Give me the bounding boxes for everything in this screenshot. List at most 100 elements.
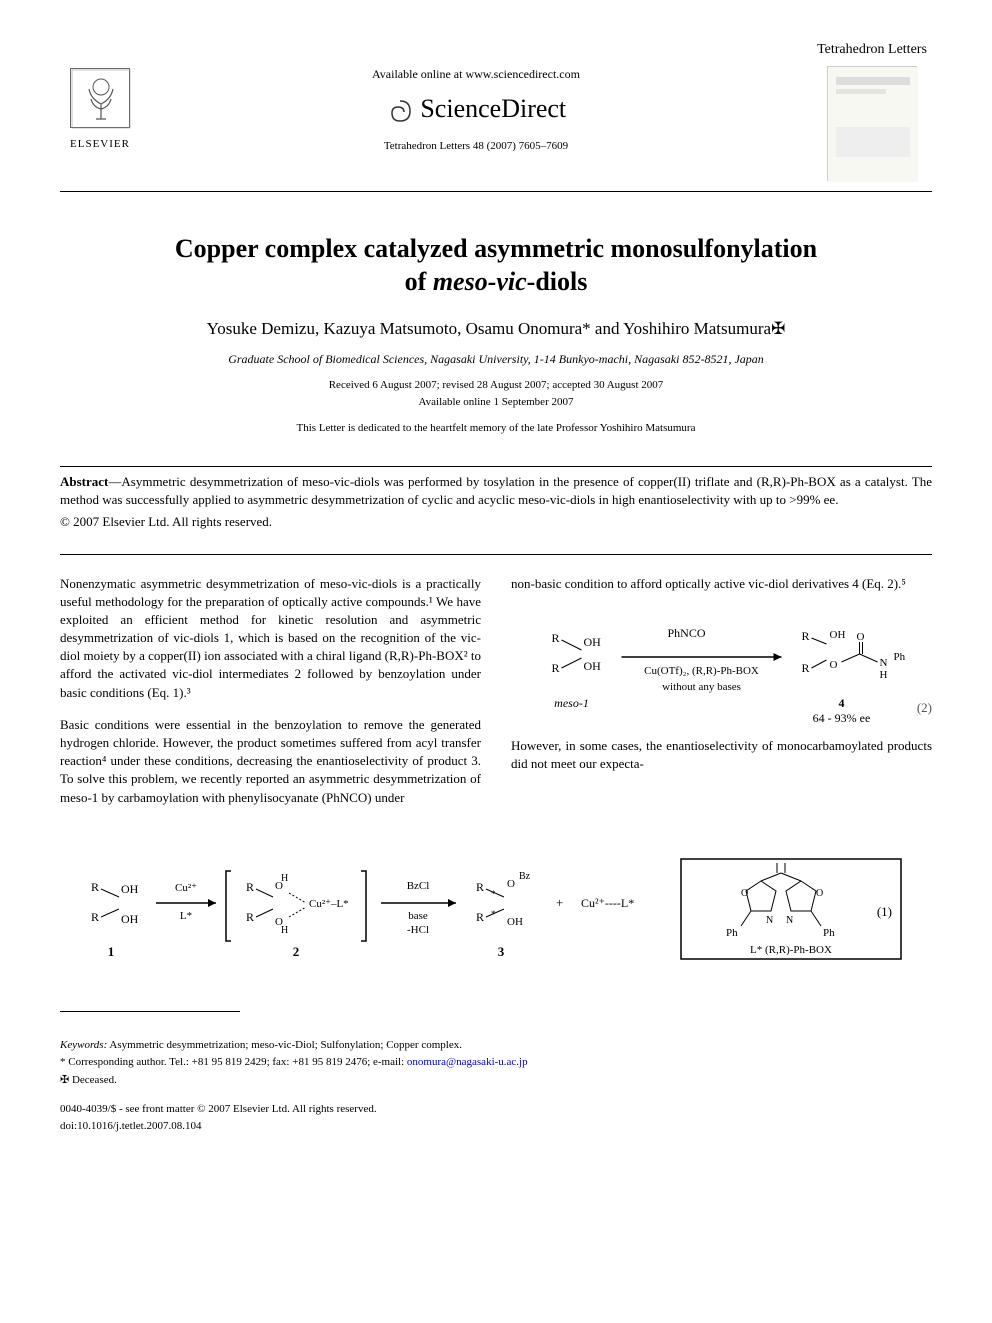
elsevier-tree-icon <box>70 68 130 128</box>
sciencedirect-block: Available online at www.sciencedirect.co… <box>140 66 812 155</box>
footnote-divider <box>60 1011 240 1012</box>
front-matter: 0040-4039/$ - see front matter © 2007 El… <box>60 1102 932 1117</box>
svg-text:base: base <box>408 910 428 922</box>
svg-text:N: N <box>880 657 888 669</box>
journal-header: ELSEVIER Available online at www.science… <box>60 40 932 181</box>
svg-text:N: N <box>786 915 793 926</box>
authors: Yosuke Demizu, Kazuya Matsumoto, Osamu O… <box>60 317 932 341</box>
article-title: Copper complex catalyzed asymmetric mono… <box>60 232 932 300</box>
svg-text:Cu²⁺–L*: Cu²⁺–L* <box>309 898 349 910</box>
svg-text:R: R <box>91 910 99 924</box>
svg-text:R: R <box>552 631 560 645</box>
sciencedirect-text: ScienceDirect <box>420 94 566 123</box>
svg-text:O: O <box>816 888 823 899</box>
citation-line: Tetrahedron Letters 48 (2007) 7605–7609 <box>140 139 812 154</box>
available-online-text: Available online at www.sciencedirect.co… <box>140 66 812 83</box>
svg-text:meso-1: meso-1 <box>554 696 589 710</box>
doi-block: 0040-4039/$ - see front matter © 2007 El… <box>60 1102 932 1135</box>
svg-text:BzCl: BzCl <box>407 880 430 892</box>
svg-text:O: O <box>857 631 865 643</box>
svg-text:4: 4 <box>839 696 845 710</box>
svg-text:PhNCO: PhNCO <box>667 626 705 640</box>
title-line1: Copper complex catalyzed asymmetric mono… <box>175 234 817 263</box>
svg-text:H: H <box>880 669 888 681</box>
eq2-number: (2) <box>917 699 932 717</box>
svg-text:1: 1 <box>108 944 115 959</box>
doi: doi:10.1016/j.tetlet.2007.08.104 <box>60 1119 932 1134</box>
svg-text:R: R <box>476 910 484 924</box>
svg-text:H: H <box>281 925 288 936</box>
corresponding-author: * Corresponding author. Tel.: +81 95 819… <box>60 1055 932 1070</box>
svg-text:OH: OH <box>507 916 523 928</box>
svg-text:*: * <box>491 889 496 899</box>
scheme-eq1: R OH R OH 1 Cu²⁺ L* R O R O H H Cu²⁺–L* <box>60 841 932 981</box>
body-left-p1: Nonenzymatic asymmetric desymmetrization… <box>60 575 481 702</box>
corresponding-email[interactable]: onomura@nagasaki-u.ac.jp <box>407 1056 528 1068</box>
journal-cover-thumbnail <box>827 66 917 181</box>
svg-text:L* (R,R)-Ph-BOX: L* (R,R)-Ph-BOX <box>750 944 832 956</box>
footer: Keywords: Asymmetric desymmetrization; m… <box>60 1032 932 1135</box>
journal-name: Tetrahedron Letters <box>812 40 932 60</box>
svg-text:R: R <box>246 880 254 894</box>
body-columns: Nonenzymatic asymmetric desymmetrization… <box>60 575 932 821</box>
svg-text:3: 3 <box>498 944 505 959</box>
svg-text:O: O <box>830 659 838 671</box>
svg-text:Ph: Ph <box>726 927 738 939</box>
dedication: This Letter is dedicated to the heartfel… <box>60 421 932 436</box>
right-column: non-basic condition to afford optically … <box>511 575 932 821</box>
divider <box>60 191 932 192</box>
journal-name-box: Tetrahedron Letters <box>812 40 932 181</box>
body-right-p1: non-basic condition to afford optically … <box>511 575 932 593</box>
svg-text:R: R <box>552 661 560 675</box>
svg-text:Ph: Ph <box>823 927 835 939</box>
dates-line1: Received 6 August 2007; revised 28 Augus… <box>60 378 932 393</box>
elsevier-label: ELSEVIER <box>60 137 140 152</box>
svg-text:+: + <box>556 895 563 910</box>
keywords-text: Asymmetric desymmetrization; meso-vic-Di… <box>107 1039 462 1051</box>
corresponding-label: * Corresponding author. Tel.: +81 95 819… <box>60 1056 407 1068</box>
svg-text:OH: OH <box>584 635 602 649</box>
dates-line2: Available online 1 September 2007 <box>60 395 932 410</box>
svg-text:Cu²⁺: Cu²⁺ <box>175 882 197 894</box>
keywords-label: Keywords: <box>60 1039 107 1051</box>
svg-text:OH: OH <box>584 659 602 673</box>
svg-text:R: R <box>91 880 99 894</box>
title-line2-suffix: -diols <box>527 267 588 296</box>
svg-text:N: N <box>766 915 773 926</box>
scheme-eq2-figure: R OH R OH PhNCO Cu(OTf)₂, (R,R)-Ph-BOX w… <box>511 607 932 727</box>
svg-text:OH: OH <box>830 629 846 641</box>
svg-text:-HCl: -HCl <box>407 924 429 936</box>
abstract: Abstract—Asymmetric desymmetrization of … <box>60 473 932 509</box>
scheme-eq2: R OH R OH PhNCO Cu(OTf)₂, (R,R)-Ph-BOX w… <box>511 607 932 727</box>
abstract-text: —Asymmetric desymmetrization of meso-vic… <box>60 474 932 507</box>
svg-text:OH: OH <box>121 912 139 926</box>
svg-text:OH: OH <box>121 882 139 896</box>
svg-text:R: R <box>246 910 254 924</box>
svg-text:R: R <box>802 629 810 643</box>
abstract-label: Abstract <box>60 474 108 489</box>
svg-text:O: O <box>507 878 515 890</box>
svg-text:Cu²⁺----L*: Cu²⁺----L* <box>581 896 634 910</box>
divider <box>60 466 932 467</box>
svg-text:64 - 93% ee: 64 - 93% ee <box>813 711 871 725</box>
scheme-eq1-figure: R OH R OH 1 Cu²⁺ L* R O R O H H Cu²⁺–L* <box>60 841 932 981</box>
sciencedirect-logo: ScienceDirect <box>140 91 812 127</box>
svg-text:R: R <box>476 880 484 894</box>
keywords-line: Keywords: Asymmetric desymmetrization; m… <box>60 1038 932 1053</box>
svg-text:L*: L* <box>180 910 192 922</box>
svg-text:H: H <box>281 873 288 884</box>
title-line2-italic: meso-vic <box>433 267 527 296</box>
copyright-line: © 2007 Elsevier Ltd. All rights reserved… <box>60 513 932 531</box>
elsevier-logo: ELSEVIER <box>60 68 140 153</box>
divider <box>60 554 932 555</box>
svg-text:R: R <box>802 661 810 675</box>
left-column: Nonenzymatic asymmetric desymmetrization… <box>60 575 481 821</box>
sciencedirect-swirl-icon <box>386 97 414 125</box>
svg-text:O: O <box>741 888 748 899</box>
svg-text:Cu(OTf)₂, (R,R)-Ph-BOX: Cu(OTf)₂, (R,R)-Ph-BOX <box>644 665 759 677</box>
eq1-number: (1) <box>877 903 892 921</box>
svg-text:without any bases: without any bases <box>662 681 741 693</box>
svg-text:Ph: Ph <box>894 651 906 663</box>
svg-text:2: 2 <box>293 944 300 959</box>
body-left-p2: Basic conditions were essential in the b… <box>60 716 481 807</box>
